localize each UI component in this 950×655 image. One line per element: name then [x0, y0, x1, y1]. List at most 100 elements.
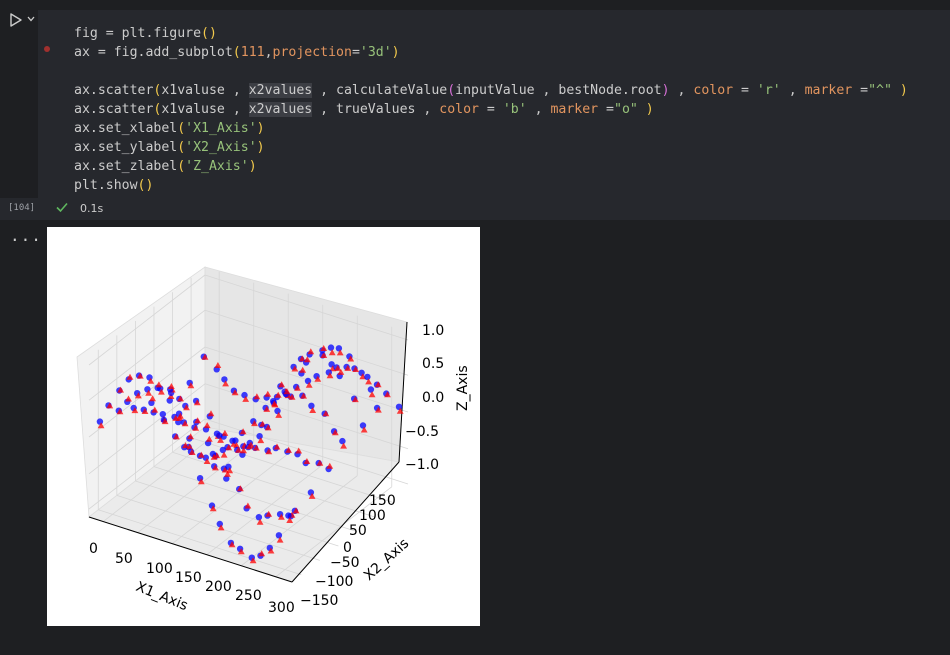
- grid-line: [153, 466, 358, 532]
- blue-point: [275, 532, 283, 539]
- code-token: 'r': [756, 83, 781, 98]
- red-point: [264, 390, 272, 397]
- red-point: [214, 362, 222, 368]
- red-point: [136, 372, 144, 379]
- red-point: [352, 396, 359, 403]
- red-point: [155, 381, 163, 388]
- code-editor[interactable]: fig = plt.figure() ax = fig.add_subplot(1…: [38, 10, 950, 198]
- red-point: [209, 505, 217, 512]
- red-point: [300, 392, 307, 399]
- red-point: [368, 391, 376, 398]
- red-point: [303, 356, 311, 363]
- blue-point: [395, 403, 403, 410]
- red-point: [222, 380, 229, 387]
- red-point: [197, 451, 205, 458]
- z-tick-label: 0.5: [422, 356, 444, 372]
- red-point: [326, 372, 334, 379]
- code-token: =: [733, 83, 757, 98]
- red-point: [193, 399, 201, 406]
- blue-point: [364, 373, 371, 381]
- red-point: [117, 386, 124, 393]
- red-point: [305, 381, 313, 388]
- red-point: [265, 510, 273, 517]
- grid-line: [88, 274, 206, 366]
- chevron-down-icon[interactable]: [26, 14, 36, 24]
- red-point: [322, 410, 330, 417]
- code-token: (: [153, 83, 162, 98]
- red-point: [253, 393, 261, 400]
- grid-lines: [88, 271, 409, 578]
- code-token: ax.set_ylabel: [74, 140, 178, 155]
- red-point: [217, 436, 224, 443]
- red-point: [308, 492, 316, 499]
- red-point: [131, 407, 139, 414]
- red-point: [220, 451, 228, 458]
- code-token: ax = fig.add_subplot: [74, 45, 233, 60]
- grid-line: [137, 442, 254, 533]
- blue-point: [216, 432, 223, 439]
- code-token: =: [478, 102, 503, 117]
- red-point: [177, 412, 184, 419]
- red-point: [340, 442, 347, 449]
- code-token: ax.scatter: [74, 83, 154, 98]
- red-point: [309, 407, 317, 413]
- grid-line: [88, 383, 206, 475]
- output-more-actions[interactable]: ...: [10, 226, 42, 245]
- red-point: [161, 418, 169, 425]
- grid-line: [171, 453, 289, 544]
- x-tick-label: 250: [235, 588, 262, 604]
- blue-point: [223, 475, 230, 482]
- red-point: [283, 388, 291, 395]
- red-point: [286, 517, 294, 523]
- red-point: [396, 407, 404, 414]
- red-point: [135, 392, 142, 399]
- code-token: (): [137, 178, 154, 193]
- z-axis-label: Z_Axis: [455, 365, 471, 411]
- code-token: =: [598, 102, 614, 117]
- red-point: [275, 411, 283, 418]
- y-tick-label: −150: [300, 593, 338, 609]
- z-ticks: 1.0 0.5 0.0 −0.5 −1.0: [405, 323, 444, 473]
- code-token: color: [693, 83, 734, 98]
- code-token: ): [256, 140, 265, 155]
- code-token: ax.scatter: [74, 102, 154, 117]
- grid-line: [102, 431, 220, 522]
- run-cell-icon[interactable]: [8, 12, 24, 28]
- code-token: 'X1_Axis': [185, 121, 257, 136]
- red-point: [273, 443, 281, 450]
- red-point: [360, 426, 368, 433]
- red-point: [320, 345, 328, 351]
- code-token: ): [891, 83, 908, 98]
- z-tick-label: 1.0: [422, 323, 444, 339]
- blue-point: [274, 407, 281, 415]
- grid-line: [241, 475, 358, 567]
- red-point: [307, 348, 315, 355]
- code-token: inputValue , bestNode.root: [455, 83, 662, 98]
- plot-output: 0 50 100 150 200 250 300 −150 −100 −50 0 50 100 150 …: [47, 227, 480, 626]
- red-point: [147, 377, 155, 384]
- code-token: (: [153, 102, 162, 117]
- code-token: , calculateValue: [312, 83, 448, 98]
- red-point: [263, 405, 271, 412]
- code-token: (: [232, 45, 241, 60]
- red-point: [314, 375, 322, 382]
- red-point: [285, 446, 292, 453]
- red-point: [374, 381, 382, 388]
- code-token: ): [637, 102, 654, 117]
- red-point: [271, 400, 278, 407]
- success-check-icon: [56, 202, 68, 213]
- red-point: [145, 389, 152, 396]
- x-tick-label: 100: [146, 561, 173, 577]
- code-token: ): [256, 121, 265, 136]
- blue-point: [285, 512, 292, 519]
- red-point: [192, 424, 200, 431]
- y-tick-label: −100: [315, 574, 353, 590]
- z-tick-label: −0.5: [405, 424, 439, 440]
- breakpoint-dot-icon[interactable]: [44, 46, 50, 52]
- red-point: [326, 462, 334, 469]
- red-point: [221, 429, 229, 436]
- red-point: [106, 402, 114, 409]
- code-token: "o": [614, 102, 638, 117]
- x-tick-label: 200: [205, 579, 232, 595]
